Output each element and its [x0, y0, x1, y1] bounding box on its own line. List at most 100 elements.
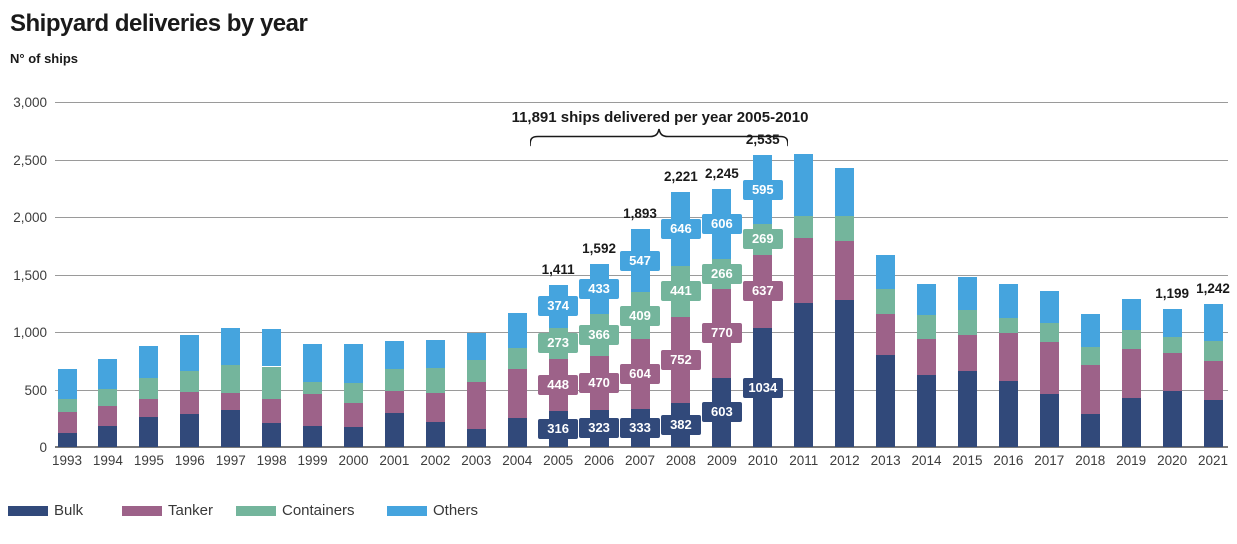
bar-segment-tanker	[262, 398, 282, 424]
bar-segment-others	[1162, 309, 1182, 338]
x-axis-year-label: 2001	[379, 453, 410, 468]
bar-segment-others	[1039, 291, 1059, 324]
annotation-bracket-icon	[530, 128, 788, 147]
x-axis-year-label: 2013	[870, 453, 901, 468]
bar-segment-bulk	[1162, 390, 1182, 447]
bar-segment-tanker	[344, 402, 363, 427]
legend-label: Tanker	[168, 502, 214, 519]
segment-value-badge-bulk: 382	[660, 415, 701, 436]
bar-segment-others	[507, 313, 527, 348]
bar-segment-tanker	[98, 406, 118, 426]
bar-segment-tanker	[835, 240, 855, 301]
bar-segment-tanker	[1080, 364, 1100, 415]
bar-segment-containers	[57, 398, 77, 412]
bar-segment-others	[1203, 304, 1223, 341]
x-axis-year-label: 2014	[911, 453, 942, 468]
bar-segment-tanker	[57, 411, 77, 433]
bar-segment-bulk	[384, 413, 404, 447]
gridline	[55, 159, 1228, 161]
legend-label: Bulk	[54, 502, 84, 519]
y-axis-tick-label: 2,000	[13, 210, 47, 225]
x-axis-year-label: 2002	[420, 453, 451, 468]
bar-segment-others	[384, 340, 404, 370]
segment-value-badge-others: 433	[579, 278, 620, 299]
bar-segment-others	[835, 167, 855, 216]
segment-value-badge-containers: 409	[620, 305, 661, 326]
total-value-label: 2,221	[664, 168, 698, 184]
bar-segment-bulk	[139, 416, 159, 447]
bar-segment-containers	[1162, 337, 1182, 354]
bar-segment-bulk	[1039, 394, 1059, 447]
x-axis-year-label: 1994	[92, 453, 123, 468]
bar-segment-tanker	[303, 394, 323, 426]
x-axis-year-label: 2009	[706, 453, 737, 468]
bar-segment-tanker	[957, 335, 977, 372]
x-axis-year-label: 2008	[665, 453, 696, 468]
bar-segment-bulk	[917, 375, 937, 447]
bar-segment-others	[425, 340, 445, 368]
segment-value-badge-containers: 366	[579, 324, 620, 345]
bar-segment-others	[303, 344, 323, 382]
x-axis-year-label: 2021	[1198, 453, 1229, 468]
bar-segment-containers	[344, 383, 363, 403]
segment-value-badge-containers: 266	[701, 263, 742, 284]
bar-segment-bulk	[957, 371, 977, 447]
x-axis-year-label: 1995	[133, 453, 164, 468]
bar-segment-containers	[425, 367, 445, 393]
bar-segment-containers	[384, 369, 404, 391]
bar-segment-tanker	[425, 392, 445, 422]
bar-segment-bulk	[303, 425, 323, 447]
total-value-label: 2,245	[704, 165, 739, 181]
bar-segment-others	[98, 359, 118, 389]
segment-value-badge-others: 374	[538, 296, 579, 317]
segment-value-badge-tanker: 752	[660, 349, 701, 370]
bar-segment-tanker	[1121, 349, 1141, 398]
x-axis-year-label: 1996	[174, 453, 205, 468]
bar-segment-containers	[98, 388, 118, 407]
segment-value-badge-others: 547	[620, 250, 661, 271]
bar-segment-containers	[221, 364, 241, 393]
x-axis-year-label: 1997	[215, 453, 246, 468]
bar-segment-bulk	[876, 355, 896, 447]
total-value-label: 1,411	[541, 261, 575, 277]
x-axis-line	[55, 446, 1228, 448]
segment-value-badge-tanker: 604	[620, 363, 661, 384]
segment-value-badge-tanker: 448	[538, 374, 579, 395]
bar-segment-others	[262, 328, 282, 367]
bar-segment-others	[957, 277, 977, 311]
segment-value-badge-bulk: 1034	[742, 377, 783, 398]
y-axis-tick-label: 500	[24, 382, 47, 398]
bar-segment-containers	[139, 378, 159, 399]
bar-segment-tanker	[384, 390, 404, 414]
segment-value-badge-bulk: 603	[701, 402, 742, 423]
x-axis-year-label: 2019	[1116, 453, 1147, 468]
x-axis-year-label: 2015	[952, 453, 983, 468]
bar-segment-containers	[1039, 323, 1059, 342]
segment-value-badge-tanker: 637	[742, 281, 783, 302]
bar-segment-others	[1080, 313, 1100, 347]
bar-segment-containers	[957, 310, 977, 336]
bar-segment-tanker	[466, 382, 486, 429]
segment-value-badge-tanker: 470	[579, 372, 620, 393]
bar-segment-others	[180, 334, 200, 372]
y-axis-tick-label: 3,000	[13, 95, 47, 110]
bar-segment-bulk	[221, 410, 241, 447]
x-axis-year-label: 2003	[461, 453, 492, 468]
bar-segment-bulk	[262, 423, 282, 447]
segment-value-badge-bulk: 316	[538, 418, 579, 439]
x-axis-year-label: 2016	[993, 453, 1024, 468]
legend-swatch-bulk	[8, 506, 48, 516]
bar-segment-others	[794, 154, 814, 216]
total-value-label: 1,893	[623, 206, 657, 222]
bar-segment-bulk	[98, 425, 118, 447]
legend-label: Containers	[282, 502, 355, 519]
x-axis-year-label: 2007	[624, 453, 656, 468]
bar-segment-bulk	[835, 300, 855, 447]
segment-value-badge-containers: 269	[742, 229, 783, 250]
bar-segment-bulk	[794, 302, 814, 447]
segment-value-badge-others: 646	[660, 218, 701, 239]
bar-segment-others	[344, 344, 363, 384]
bar-segment-tanker	[180, 392, 200, 415]
bar-segment-containers	[1203, 340, 1223, 361]
